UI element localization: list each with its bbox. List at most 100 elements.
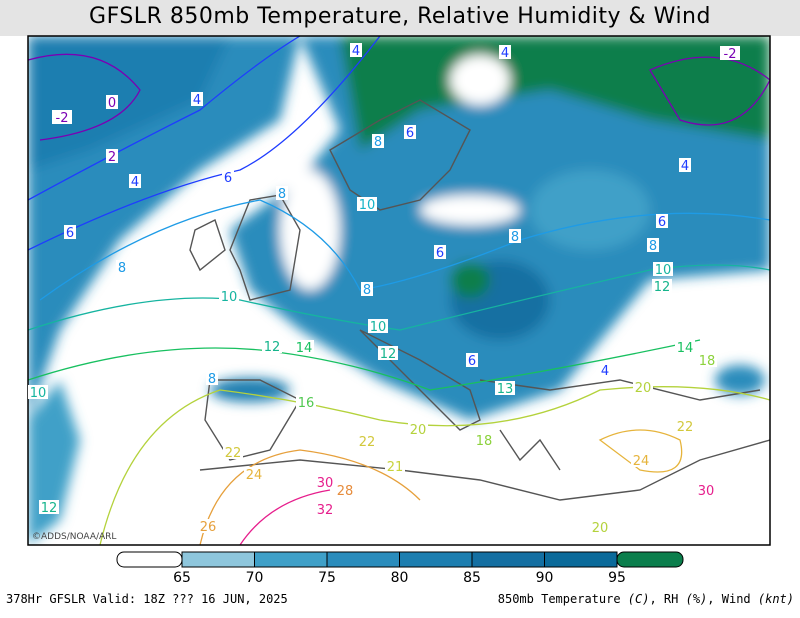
contour-label: 13	[497, 382, 514, 397]
contour-label: 6	[224, 171, 232, 186]
colorbar-segment	[471, 551, 545, 568]
label-box	[696, 483, 716, 497]
label-box	[499, 45, 511, 59]
title: GFSLR 850mb Temperature, Relative Humidi…	[0, 0, 800, 36]
contour-label: 8	[118, 261, 126, 276]
label-box	[244, 467, 264, 481]
contour-label: 4	[193, 93, 201, 108]
label-box	[315, 475, 335, 489]
label-box	[697, 353, 717, 367]
label-box	[294, 340, 314, 354]
footer-part: (%)	[685, 592, 708, 606]
contour-label: 24	[633, 454, 650, 469]
colorbar-segment	[544, 551, 618, 568]
label-box	[39, 500, 59, 514]
label-box	[368, 319, 388, 333]
label-box	[434, 245, 446, 259]
label-box	[599, 363, 611, 377]
footer-part: (C)	[627, 592, 650, 606]
contour-label: 12	[654, 280, 671, 295]
colorbar-segment	[254, 551, 328, 568]
contour-label: 6	[468, 354, 476, 369]
contour-label: 4	[352, 44, 360, 59]
contour-label: 14	[296, 341, 313, 356]
footer-part: 850mb Temperature	[497, 592, 628, 606]
contour-label: 18	[699, 354, 716, 369]
contours	[28, 36, 770, 545]
label-box	[474, 433, 494, 447]
contour-label: 8	[278, 187, 286, 202]
label-box	[262, 339, 282, 353]
label-box	[28, 385, 48, 399]
label-box	[647, 238, 659, 252]
label-box	[222, 170, 234, 184]
colorbar-tick-label: 65	[173, 570, 191, 586]
contour-label: 10	[221, 290, 238, 305]
label-box	[106, 149, 118, 163]
label-box	[52, 110, 72, 124]
colorbar-tick-label: 95	[608, 570, 626, 586]
contour-label: 28	[337, 484, 354, 499]
contour-label: 8	[511, 230, 519, 245]
footer-left: 378Hr GFSLR Valid: 18Z ??? 16 JUN, 2025	[6, 592, 288, 606]
contour-label: 22	[677, 420, 694, 435]
label-box	[223, 445, 243, 459]
label-box	[206, 371, 218, 385]
contour-label: 24	[246, 468, 263, 483]
contour-label: 26	[200, 520, 217, 535]
contour-label: 21	[387, 460, 404, 475]
colorbar: 65 70 75 80 85 90 95	[116, 551, 684, 586]
contour-label: 10	[30, 386, 47, 401]
label-box	[296, 395, 316, 409]
contour-label: 4	[681, 159, 689, 174]
colorbar-tick-label: 70	[246, 570, 264, 586]
contour-label: 20	[410, 423, 427, 438]
footer-part: (knt)	[757, 592, 794, 606]
colorbar-segment	[181, 551, 255, 568]
colorbar-tick-label: 80	[391, 570, 409, 586]
label-box	[64, 225, 76, 239]
contour-label: 2	[108, 150, 116, 165]
contour-label: 12	[380, 347, 397, 362]
label-box	[590, 520, 610, 534]
colorbar-segment	[399, 551, 473, 568]
label-box	[656, 214, 668, 228]
label-box	[361, 282, 373, 296]
label-box	[129, 174, 141, 188]
contour-label: 6	[66, 226, 74, 241]
contour-label: 14	[677, 341, 694, 356]
colorbar-segment	[616, 551, 684, 568]
footer-part: , Wind	[707, 592, 758, 606]
label-box	[720, 46, 740, 60]
label-box	[675, 419, 695, 433]
contour-label: 20	[592, 521, 609, 536]
label-box	[675, 340, 695, 354]
label-box	[679, 158, 691, 172]
label-box	[357, 197, 377, 211]
label-box	[633, 380, 653, 394]
contour-label: 10	[370, 320, 387, 335]
label-box	[116, 260, 128, 274]
footer-right: 850mb Temperature (C), RH (%), Wind (knt…	[498, 592, 794, 606]
contour-label: 18	[476, 434, 493, 449]
label-box	[652, 279, 672, 293]
label-box	[335, 483, 355, 497]
contour-label: 6	[658, 215, 666, 230]
label-box	[191, 92, 203, 106]
label-box	[466, 353, 478, 367]
colorbar-tick-label: 75	[318, 570, 336, 586]
colorbar-tick-label: 90	[536, 570, 554, 586]
footer-part: , RH	[649, 592, 686, 606]
label-box	[378, 346, 398, 360]
contour-label: 12	[264, 340, 281, 355]
colorbar-segment	[326, 551, 400, 568]
contour-label: 20	[635, 381, 652, 396]
label-box	[653, 262, 673, 276]
contour-label: 4	[501, 46, 509, 61]
contour-label: 4	[601, 364, 609, 379]
label-box	[219, 289, 239, 303]
label-box	[631, 453, 651, 467]
label-box	[372, 134, 384, 148]
